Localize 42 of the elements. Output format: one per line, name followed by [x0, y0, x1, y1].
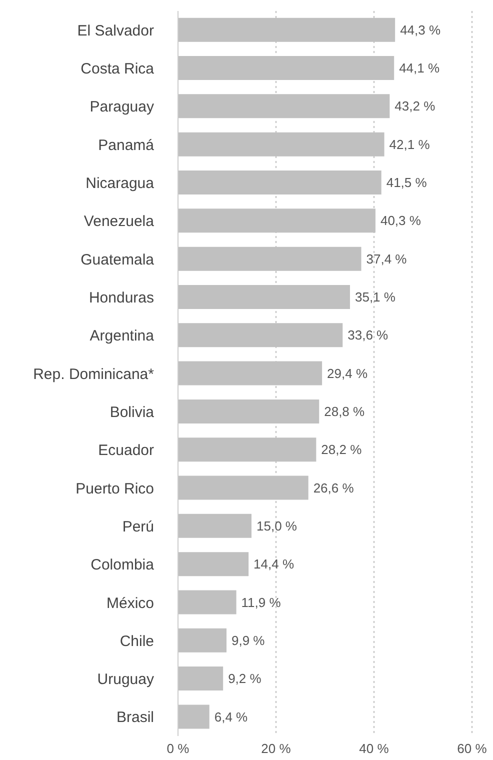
y-tick-label: Guatemala — [80, 251, 155, 268]
data-label: 42,1 % — [389, 136, 430, 152]
data-label: 9,9 % — [232, 632, 266, 648]
y-tick-label: Colombia — [90, 556, 155, 574]
y-tick-label: Uruguay — [97, 671, 154, 688]
data-label: 14,4 % — [254, 556, 294, 572]
data-label: 29,4 % — [327, 366, 368, 381]
data-label: 6,4 % — [214, 709, 248, 724]
y-tick-label: México — [106, 594, 154, 612]
y-tick-label: Costa Rica — [80, 60, 155, 78]
data-label: 37,4 % — [366, 251, 408, 266]
y-tick-label: Argentina — [90, 328, 155, 345]
data-label: 28,8 % — [324, 404, 366, 419]
y-tick-label: Panamá — [98, 136, 155, 154]
y-tick-label: Brasil — [116, 709, 154, 726]
y-tick-label: Nicaragua — [86, 175, 155, 192]
data-label: 11,9 % — [241, 594, 282, 610]
data-label: 26,6 % — [313, 480, 354, 496]
y-tick-label: Rep. Dominicana* — [33, 366, 154, 383]
data-label: 9,2 % — [228, 671, 262, 686]
y-tick-label: El Salvador — [77, 22, 154, 40]
y-tick-label: Venezuela — [84, 213, 155, 230]
data-label: 15,0 % — [256, 518, 298, 534]
data-label: 44,1 % — [399, 60, 440, 76]
x-tick-label: 60 % — [457, 741, 488, 756]
x-tick-label: 20 % — [261, 741, 292, 756]
y-tick-label: Bolivia — [110, 404, 155, 421]
y-tick-label: Ecuador — [98, 442, 154, 460]
data-label: 43,2 % — [394, 98, 436, 114]
y-tick-label: Paraguay — [90, 98, 154, 116]
data-label: 41,5 % — [386, 175, 428, 190]
y-tick-label: Chile — [120, 632, 154, 650]
data-label: 33,6 % — [348, 328, 389, 343]
y-tick-label: Puerto Rico — [76, 480, 154, 498]
data-label: 35,1 % — [354, 290, 396, 305]
data-label: 28,2 % — [321, 442, 362, 458]
data-label: 44,3 % — [400, 22, 441, 38]
x-tick-label: 0 % — [166, 741, 190, 756]
data-label: 40,3 % — [380, 213, 422, 228]
y-tick-label: Perú — [122, 518, 154, 536]
x-tick-label: 40 % — [359, 741, 390, 756]
y-tick-label: Honduras — [88, 290, 154, 307]
